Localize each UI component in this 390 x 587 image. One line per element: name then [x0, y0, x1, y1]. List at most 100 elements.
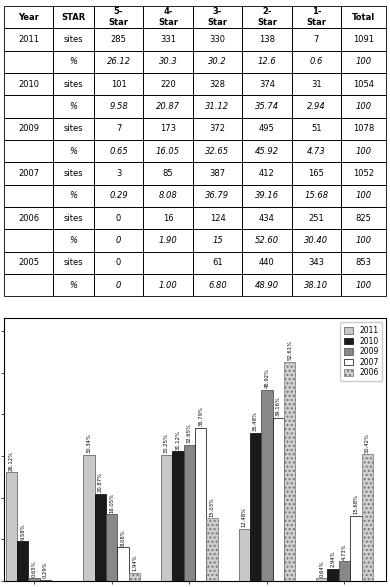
Text: sites: sites — [64, 80, 83, 89]
Text: 30.3: 30.3 — [159, 57, 177, 66]
Bar — [4, 73, 53, 95]
Bar — [341, 230, 386, 252]
Text: sites: sites — [64, 124, 83, 133]
Bar — [143, 252, 193, 274]
Text: 9.58: 9.58 — [109, 102, 128, 111]
Text: 1078: 1078 — [353, 124, 374, 133]
Text: 15.03%: 15.03% — [209, 497, 214, 517]
Text: 52.60: 52.60 — [255, 236, 279, 245]
Bar — [143, 230, 193, 252]
Bar — [242, 73, 292, 95]
Text: sites: sites — [64, 35, 83, 44]
Text: 39.16%: 39.16% — [276, 396, 281, 416]
Text: 38.10: 38.10 — [304, 281, 328, 289]
Bar — [94, 73, 143, 95]
Text: 7: 7 — [116, 124, 121, 133]
Text: 32.65: 32.65 — [206, 147, 230, 156]
Bar — [143, 140, 193, 162]
Bar — [94, 6, 143, 28]
Bar — [341, 117, 386, 140]
Text: 0.29: 0.29 — [109, 191, 128, 200]
Text: 15.68: 15.68 — [304, 191, 328, 200]
Bar — [341, 140, 386, 162]
Bar — [143, 50, 193, 73]
Text: 35.48%: 35.48% — [253, 411, 258, 431]
Bar — [53, 274, 94, 296]
Bar — [83, 454, 95, 581]
Bar — [4, 6, 53, 28]
Text: 251: 251 — [308, 214, 324, 222]
Bar — [292, 6, 341, 28]
Bar — [143, 6, 193, 28]
Text: 12.48%: 12.48% — [242, 507, 247, 527]
Text: 220: 220 — [160, 80, 176, 89]
Text: 9.58%: 9.58% — [20, 523, 25, 539]
Bar — [94, 117, 143, 140]
Bar — [143, 95, 193, 117]
Text: 31: 31 — [311, 80, 322, 89]
Text: %: % — [69, 102, 78, 111]
Bar — [242, 207, 292, 230]
Bar — [4, 117, 53, 140]
Bar — [4, 50, 53, 73]
Bar — [4, 95, 53, 117]
Text: 31.12: 31.12 — [206, 102, 230, 111]
Bar — [4, 207, 53, 230]
Bar — [341, 28, 386, 50]
Bar — [292, 252, 341, 274]
Text: 0.65%: 0.65% — [32, 560, 37, 577]
Bar — [94, 184, 143, 207]
Bar — [292, 162, 341, 184]
Bar — [53, 6, 94, 28]
Text: 100: 100 — [356, 147, 372, 156]
Text: 26.12: 26.12 — [106, 57, 131, 66]
Bar — [53, 184, 94, 207]
Text: 374: 374 — [259, 80, 275, 89]
Text: 138: 138 — [259, 35, 275, 44]
Text: 2011: 2011 — [18, 35, 39, 44]
Bar — [143, 162, 193, 184]
Bar — [328, 569, 339, 581]
Text: 7: 7 — [314, 35, 319, 44]
Text: 61: 61 — [212, 258, 223, 267]
Text: 1.94%: 1.94% — [132, 555, 137, 571]
Bar — [143, 73, 193, 95]
Bar — [350, 516, 362, 581]
Bar — [193, 28, 242, 50]
Text: %: % — [69, 191, 78, 200]
Bar — [193, 73, 242, 95]
Text: 285: 285 — [111, 35, 126, 44]
Text: 1054: 1054 — [353, 80, 374, 89]
Bar — [4, 162, 53, 184]
Text: 173: 173 — [160, 124, 176, 133]
Text: 100: 100 — [356, 57, 372, 66]
Bar — [143, 28, 193, 50]
Bar — [94, 140, 143, 162]
Text: 15: 15 — [212, 236, 223, 245]
Bar — [53, 117, 94, 140]
Text: 434: 434 — [259, 214, 275, 222]
Bar — [143, 274, 193, 296]
Text: 331: 331 — [160, 35, 176, 44]
Text: 12.6: 12.6 — [257, 57, 277, 66]
Bar — [94, 50, 143, 73]
Bar — [172, 451, 184, 581]
Bar — [341, 274, 386, 296]
Bar — [4, 140, 53, 162]
Text: 8.08: 8.08 — [159, 191, 177, 200]
Text: %: % — [69, 281, 78, 289]
Text: 6.80: 6.80 — [208, 281, 227, 289]
Text: sites: sites — [64, 258, 83, 267]
Bar — [4, 252, 53, 274]
Bar — [143, 117, 193, 140]
Text: 2-
Star: 2- Star — [257, 8, 277, 27]
Bar — [341, 73, 386, 95]
Text: 387: 387 — [209, 169, 225, 178]
Text: 36.79: 36.79 — [206, 191, 230, 200]
Bar — [53, 207, 94, 230]
Text: 16.05%: 16.05% — [109, 492, 114, 512]
Bar — [4, 184, 53, 207]
Bar — [273, 418, 284, 581]
Text: 440: 440 — [259, 258, 275, 267]
Bar — [242, 95, 292, 117]
